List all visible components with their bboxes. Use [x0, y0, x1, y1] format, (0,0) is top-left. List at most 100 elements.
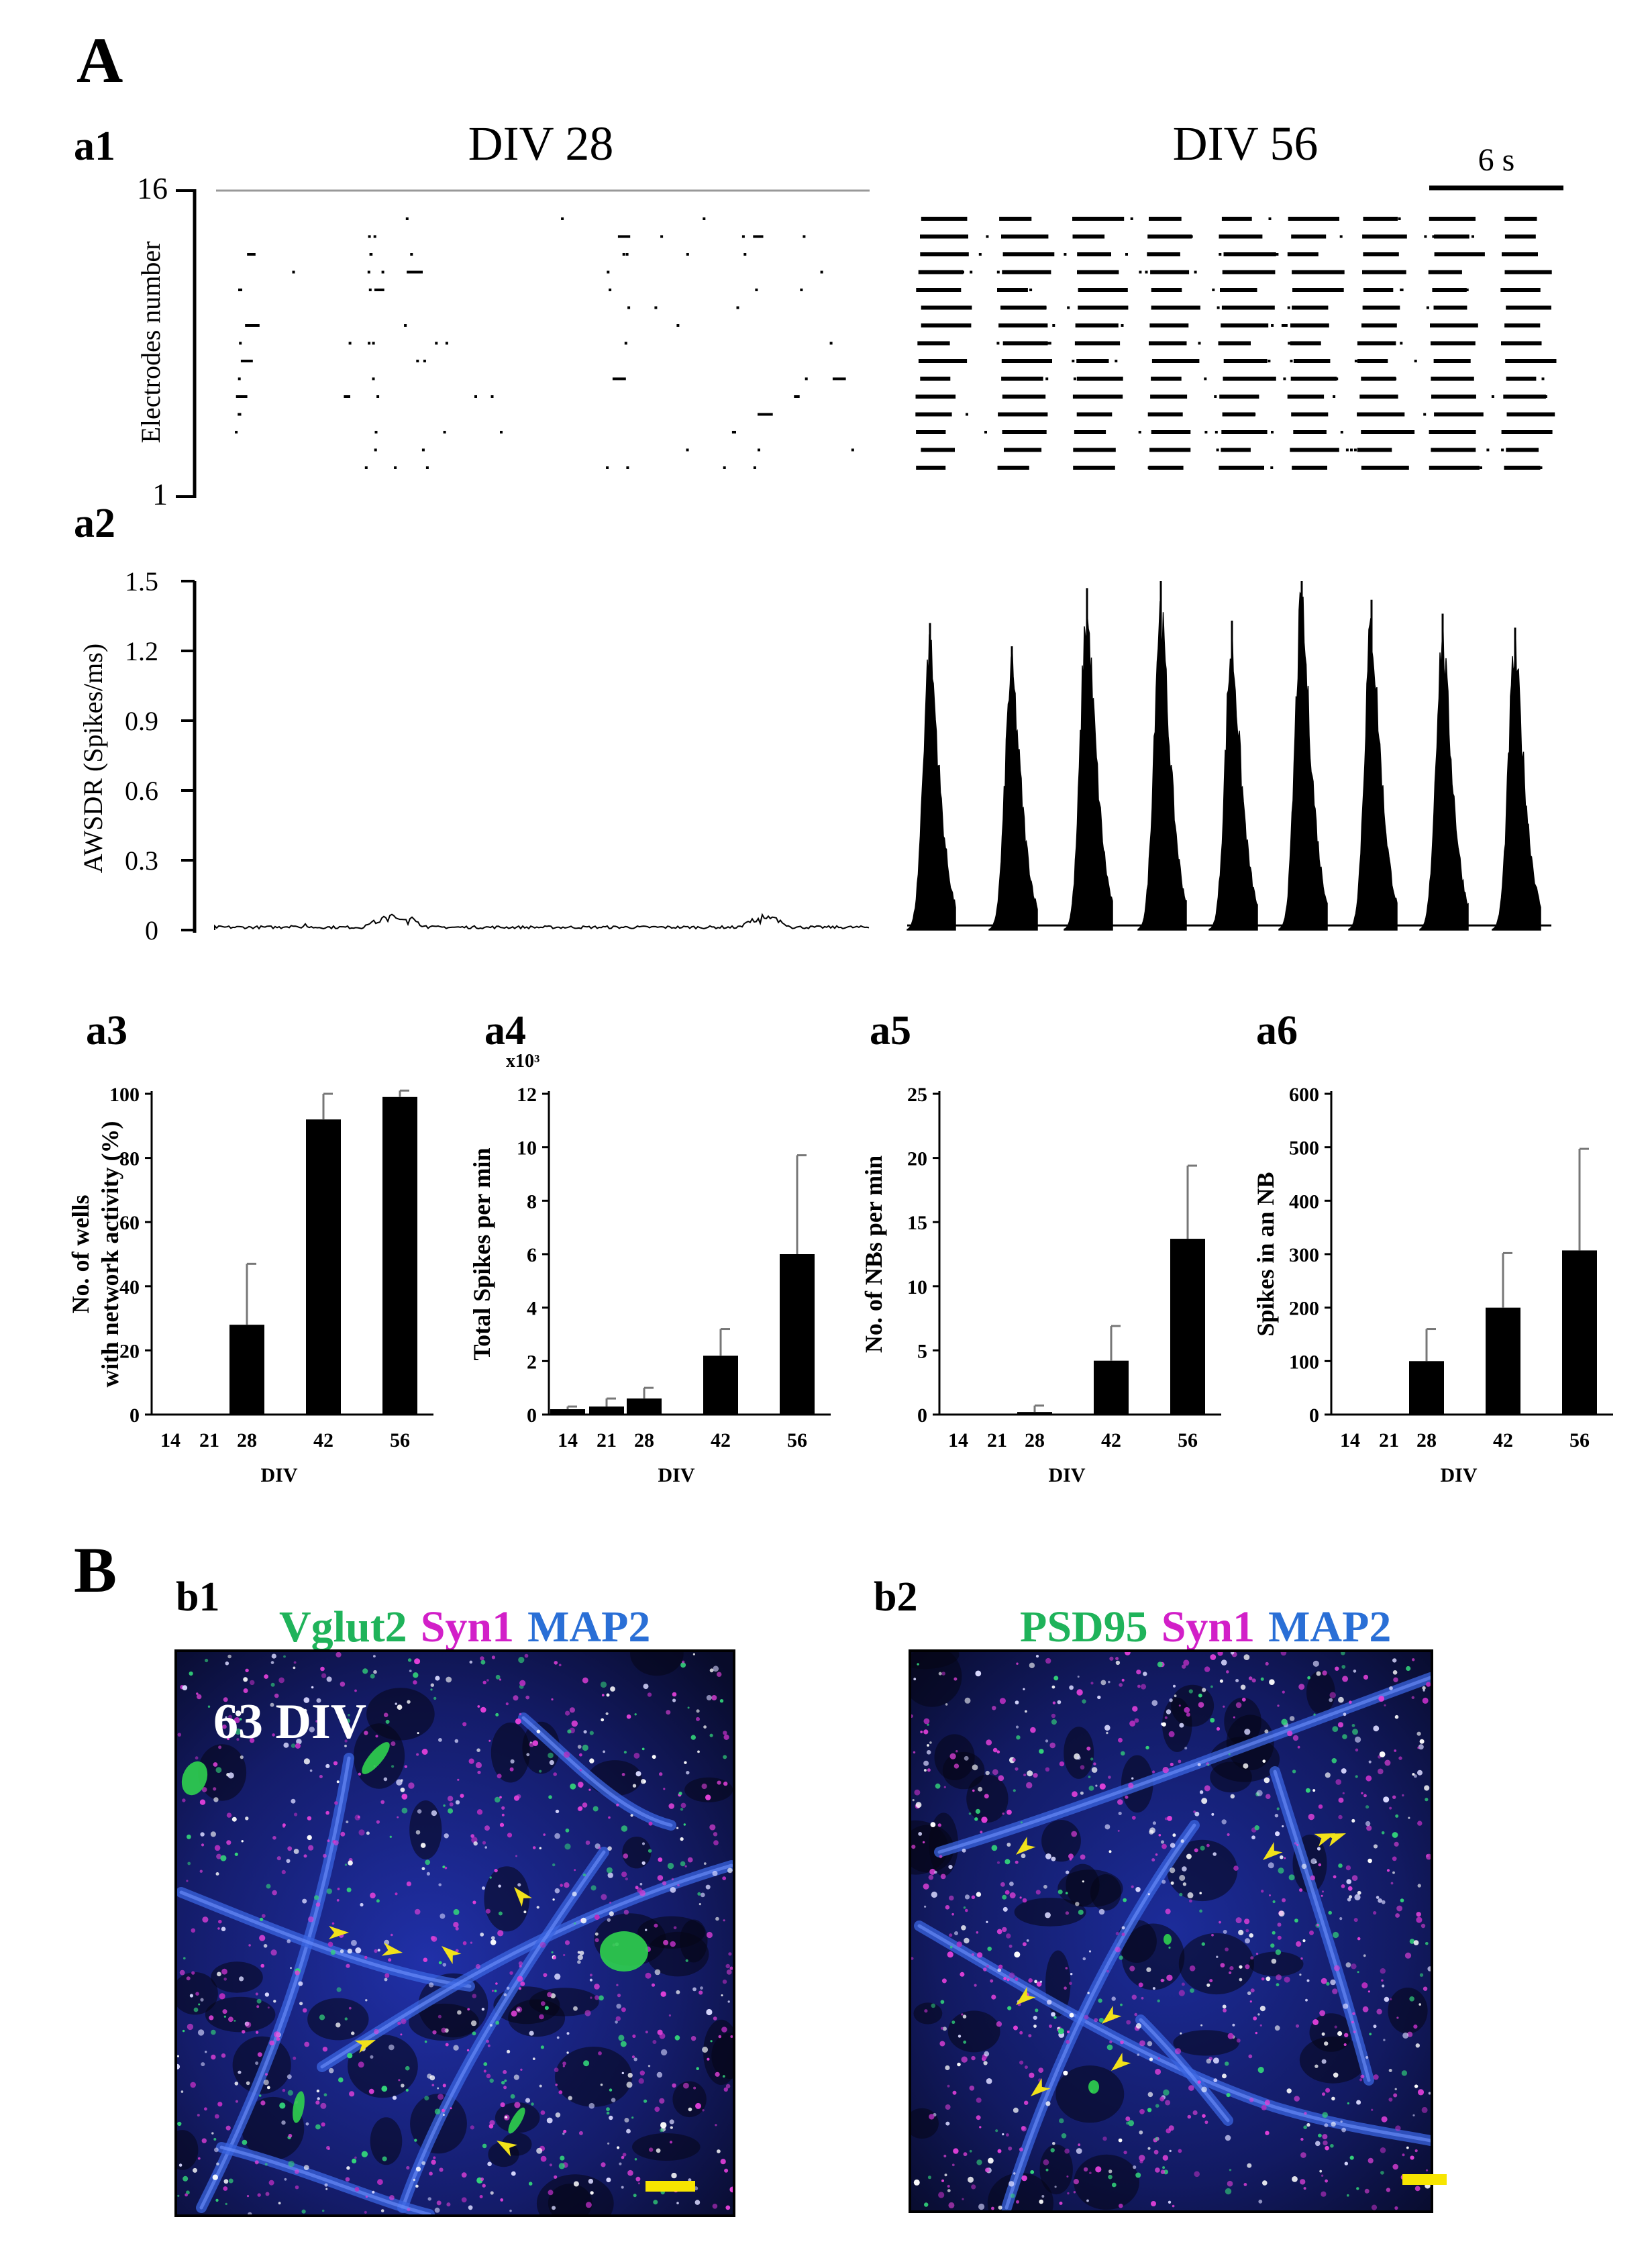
punctum: [1170, 1762, 1174, 1766]
punctum: [1051, 2012, 1055, 2017]
punctum: [1235, 1917, 1242, 1924]
burst-mark: [1147, 252, 1180, 256]
punctum: [1097, 1695, 1101, 1700]
punctum: [415, 2166, 421, 2171]
punctum: [998, 1775, 1004, 1782]
punctum: [335, 1652, 342, 1657]
punctum: [554, 1888, 560, 1894]
spike-mark: [292, 270, 295, 274]
punctum: [1131, 1885, 1134, 1888]
spike-mark: [1350, 448, 1353, 452]
punctum: [182, 1798, 186, 1802]
punctum: [687, 1706, 690, 1709]
spike-mark: [800, 289, 803, 291]
punctum: [632, 1784, 637, 1788]
punctum: [405, 2065, 410, 2071]
punctum: [426, 1872, 431, 1876]
punctum: [953, 2148, 959, 2154]
punctum: [1160, 1840, 1165, 1844]
punctum: [444, 1866, 448, 1870]
awsdr-trace-div56: [907, 581, 1551, 931]
punctum: [1090, 1682, 1094, 1685]
spike-mark: [247, 324, 260, 327]
punctum: [984, 2051, 990, 2057]
punctum: [257, 2193, 261, 2197]
awsdr-panel: a2 1.51.20.90.60.30 AWSDR (Spikes/ms): [74, 501, 1551, 945]
punctum: [986, 2078, 992, 2084]
punctum: [1351, 1819, 1355, 1823]
x-tick-label: 42: [1493, 1429, 1513, 1451]
punctum: [1141, 1996, 1144, 2000]
punctum: [326, 1888, 332, 1894]
punctum: [499, 1823, 505, 1827]
punctum: [615, 2020, 618, 2024]
punctum: [1198, 1693, 1202, 1698]
spike-mark: [1095, 413, 1098, 416]
punctum: [626, 2129, 631, 2134]
spike-mark: [247, 253, 256, 256]
punctum: [388, 1958, 392, 1962]
punctum: [234, 2082, 239, 2086]
punctum: [195, 1992, 199, 1996]
punctum: [467, 2008, 470, 2011]
punctum: [601, 1718, 605, 1722]
punctum: [430, 1935, 435, 1941]
spike-mark: [369, 253, 372, 256]
punctum: [323, 2093, 327, 2097]
punctum: [540, 2110, 546, 2115]
punctum: [260, 2100, 266, 2106]
punctum: [976, 1952, 983, 1958]
awsdr-burst-shape: [907, 634, 956, 931]
punctum: [621, 2071, 624, 2075]
punctum: [1146, 1967, 1151, 1972]
punctum: [414, 1908, 421, 1915]
dark-region: [1306, 1670, 1335, 1714]
punctum: [1349, 1700, 1352, 1704]
punctum: [1160, 1978, 1164, 1982]
punctum: [1174, 1694, 1177, 1698]
punctum: [1357, 1890, 1361, 1895]
punctum: [1227, 2180, 1233, 2187]
x-tick-label: 21: [199, 1429, 219, 1451]
punctum: [1276, 1807, 1280, 1810]
punctum: [730, 2035, 733, 2038]
punctum: [971, 2055, 976, 2061]
spike-mark: [1122, 289, 1125, 291]
punctum: [712, 1870, 718, 1876]
punctum: [446, 2202, 451, 2207]
spike-mark: [986, 235, 989, 238]
punctum: [654, 1969, 661, 1976]
punctum: [1303, 2187, 1306, 2190]
punctum: [1333, 2072, 1339, 2078]
punctum: [279, 2102, 286, 2109]
punctum: [947, 1951, 953, 1958]
punctum: [438, 1961, 442, 1965]
punctum: [1212, 1852, 1217, 1856]
punctum: [1180, 1839, 1184, 1843]
punctum: [562, 2065, 565, 2067]
punctum: [295, 1970, 300, 1976]
punctum: [263, 2080, 269, 2086]
punctum: [518, 1657, 525, 1664]
punctum: [1342, 1792, 1345, 1794]
punctum: [437, 2087, 440, 2090]
punctum: [1157, 2057, 1160, 2059]
punctum: [713, 1840, 719, 1846]
punctum: [590, 2191, 594, 2195]
punctum: [616, 1803, 619, 1806]
punctum: [660, 2122, 667, 2129]
punctum: [480, 2177, 484, 2182]
bar: [1170, 1239, 1205, 1415]
punctum: [983, 2061, 988, 2065]
punctum: [1309, 1930, 1314, 1935]
punctum: [1393, 1677, 1398, 1682]
punctum: [302, 2008, 307, 2013]
punctum: [291, 1743, 296, 1748]
punctum: [1111, 1996, 1116, 2001]
punctum: [552, 1898, 555, 1901]
punctum: [669, 2119, 674, 2125]
spike-mark: [1437, 217, 1440, 220]
punctum: [1049, 2025, 1052, 2028]
punctum: [1108, 1776, 1111, 1779]
punctum: [594, 1984, 600, 1990]
